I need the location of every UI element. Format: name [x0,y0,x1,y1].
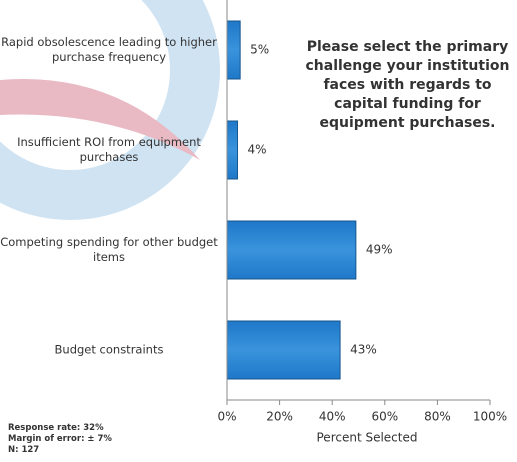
x-axis-label: Percent Selected [317,431,418,445]
x-tick-label: 80% [424,410,451,424]
value-label: 43% [350,343,377,357]
chart-title: Please select the primary challenge your… [305,39,510,131]
decoration [0,79,200,160]
bar [226,120,239,180]
category-label: Competing spending for other budget item… [0,235,218,264]
note: N: 127 [8,445,40,455]
bar [226,220,357,280]
value-label: 4% [248,143,267,157]
bar [226,320,341,380]
x-tick-label: 0% [217,410,236,424]
category-label: Rapid obsolescence leading to higher pur… [1,35,217,64]
bar [226,20,241,80]
x-tick-label: 60% [371,410,398,424]
value-label: 49% [366,243,393,257]
category-label: Budget constraints [54,342,164,357]
category-label: Insufficient ROI from equipment purchase… [17,135,201,164]
x-tick-label: 20% [266,410,293,424]
x-tick-label: 40% [319,410,346,424]
notes: Response rate: 32% Margin of error: ± 7% N… [8,423,112,456]
note: Response rate: 32% [8,423,104,433]
note: Margin of error: ± 7% [8,434,112,444]
value-label: 5% [250,43,269,57]
x-tick-label: 100% [473,410,507,424]
